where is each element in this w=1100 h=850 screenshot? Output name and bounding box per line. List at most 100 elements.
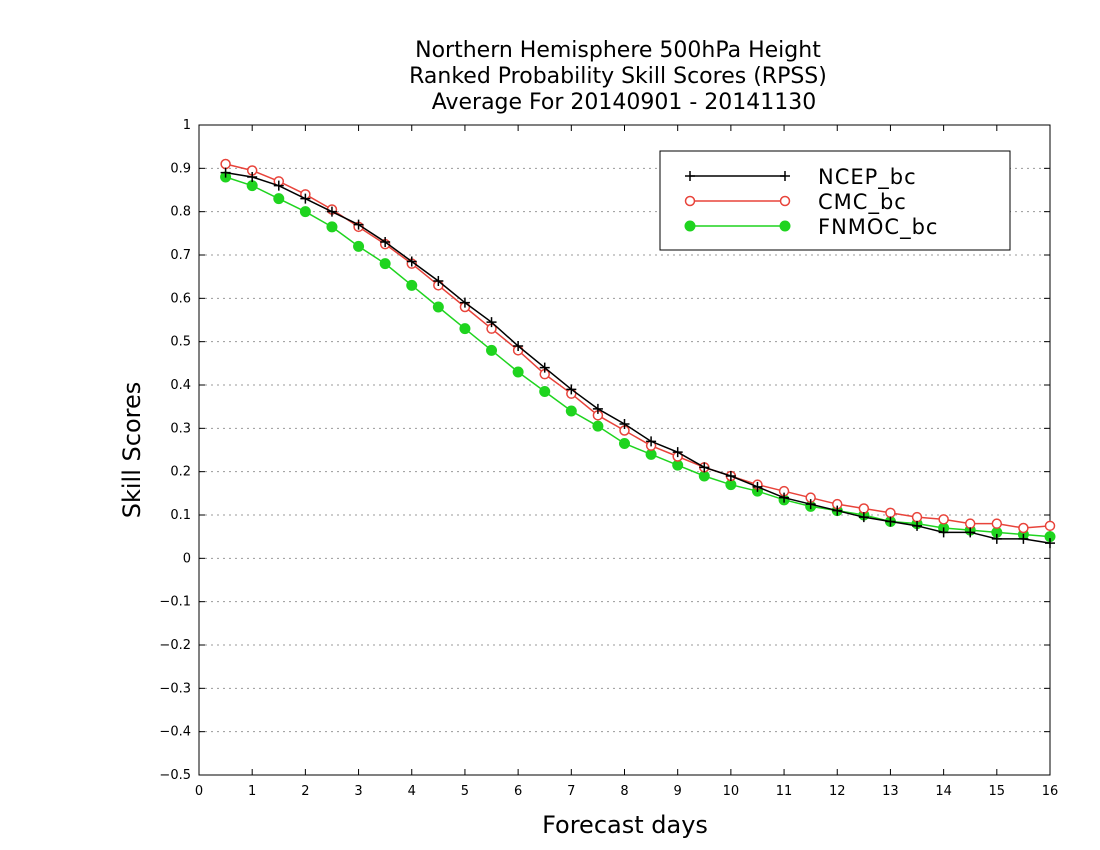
data-point-NCEP_bc-24 [858,512,869,523]
data-point-FNMOC_bc-9 [459,323,471,335]
x-tick-label-13: 13 [882,784,899,799]
y-tick-label-4: −0.1 [159,595,191,610]
y-tick-label-14: 0.9 [170,161,191,176]
y-tick-label-1: −0.4 [159,725,191,740]
x-tick-label-15: 15 [989,784,1006,799]
data-point-NCEP_bc-25 [885,516,896,527]
data-point-NCEP_bc-13 [566,384,577,395]
legend-label-NCEP_bc: NCEP_bc [818,165,917,190]
data-point-NCEP_bc-16 [646,436,657,447]
chart-title-line-1: Northern Hemisphere 500hPa Height [415,38,821,63]
data-point-FNMOC_bc-15 [619,438,630,449]
legend-label-FNMOC_bc: FNMOC_bc [818,215,938,240]
x-tick-label-3: 3 [354,784,362,799]
data-point-NCEP_bc-30 [1018,533,1029,544]
data-point-NCEP_bc-2 [273,180,284,191]
data-point-NCEP_bc-31 [1045,538,1055,549]
x-tick-label-4: 4 [408,784,416,799]
axes: −0.5 −0.4 −0.3 −0.2 −0.1 0 0.1 0.2 0.3 0.4 0.5 0.6 0… [159,118,1058,799]
data-point-FNMOC_bc-3 [299,206,311,218]
data-point-FNMOC_bc-7 [406,279,418,291]
data-point-FNMOC_bc-13 [565,405,577,417]
data-point-NCEP_bc-11 [513,341,524,351]
data-point-FNMOC_bc-14 [592,420,604,432]
data-point-NCEP_bc-26 [912,520,923,531]
x-tick-label-8: 8 [620,784,628,799]
legend-marker-start-NCEP_bc [685,171,695,181]
data-point-CMC_bc-29 [991,518,1003,529]
y-tick-label-5: 0 [183,551,191,566]
y-tick-label-2: −0.3 [159,681,191,696]
legend-marker-start-CMC_bc [684,195,696,207]
x-tick-label-12: 12 [829,784,846,799]
data-point-NCEP_bc-21 [779,492,790,503]
y-tick-label-9: 0.4 [170,378,191,393]
y-tick-label-10: 0.5 [170,335,191,350]
data-point-NCEP_bc-20 [752,481,763,492]
data-point-FNMOC_bc-12 [539,386,551,397]
data-point-NCEP_bc-22 [805,499,816,510]
y-tick-label-11: 0.6 [170,291,191,306]
data-point-NCEP_bc-19 [725,471,736,481]
x-tick-label-0: 0 [195,784,203,799]
data-point-FNMOC_bc-4 [326,221,338,233]
y-tick-label-0: −0.5 [159,768,191,783]
y-tick-label-6: 0.1 [170,508,191,523]
data-point-CMC_bc-25 [885,507,896,519]
series-NCEP_bc [220,167,1055,549]
data-point-NCEP_bc-0 [220,167,231,178]
x-tick-label-7: 7 [567,784,575,799]
data-point-NCEP_bc-28 [965,527,976,538]
data-point-CMC_bc-24 [858,503,870,514]
x-tick-label-2: 2 [301,784,309,799]
data-point-FNMOC_bc-6 [379,258,391,270]
data-point-FNMOC_bc-2 [273,193,285,205]
chart-title-line-3: Average For 20140901 - 20141130 [432,90,817,115]
legend-marker-end-CMC_bc [779,195,791,207]
legend-entry-CMC_bc: CMC_bc [684,190,907,215]
y-tick-label-13: 0.8 [170,205,191,220]
data-point-NCEP_bc-7 [406,256,417,267]
x-tick-label-5: 5 [461,784,469,799]
data-point-CMC_bc-0 [220,158,231,170]
series-lines [220,158,1056,549]
data-point-CMC_bc-30 [1018,522,1029,534]
y-tick-label-15: 1 [183,118,191,133]
data-point-NCEP_bc-4 [326,206,337,217]
chart-title: Northern Hemisphere 500hPa Height Ranked… [409,38,827,115]
data-point-NCEP_bc-15 [619,419,630,429]
data-point-NCEP_bc-3 [300,193,311,204]
x-tick-label-1: 1 [248,784,256,799]
legend-marker-end-FNMOC_bc [779,220,791,232]
x-tick-label-6: 6 [514,784,522,799]
data-point-CMC_bc-26 [911,511,923,523]
data-point-NCEP_bc-18 [699,462,710,473]
y-tick-label-7: 0.2 [170,465,191,480]
x-tick-label-9: 9 [674,784,682,799]
data-point-NCEP_bc-14 [592,403,603,414]
data-point-CMC_bc-28 [964,518,976,529]
data-point-NCEP_bc-5 [353,219,364,230]
legend-marker-end-NCEP_bc [780,171,790,181]
data-point-FNMOC_bc-5 [353,240,365,252]
x-axis-label: Forecast days [542,811,708,839]
legend-marker-start-FNMOC_bc [684,220,696,232]
data-point-NCEP_bc-23 [832,505,843,516]
data-point-FNMOC_bc-1 [246,180,258,192]
y-axis-label: Skill Scores [118,382,146,519]
data-point-NCEP_bc-8 [433,276,444,286]
legend-entry-FNMOC_bc: FNMOC_bc [684,215,938,240]
data-point-NCEP_bc-6 [380,237,391,247]
y-tick-label-12: 0.7 [170,248,191,263]
data-point-NCEP_bc-12 [539,362,550,373]
data-point-NCEP_bc-17 [672,447,683,458]
x-tick-label-16: 16 [1042,784,1059,799]
data-point-NCEP_bc-9 [459,297,470,308]
legend-label-CMC_bc: CMC_bc [818,190,907,215]
y-tick-label-8: 0.3 [170,421,191,436]
x-tick-label-14: 14 [935,784,952,799]
x-tick-label-11: 11 [776,784,793,799]
gridlines [199,167,1050,733]
